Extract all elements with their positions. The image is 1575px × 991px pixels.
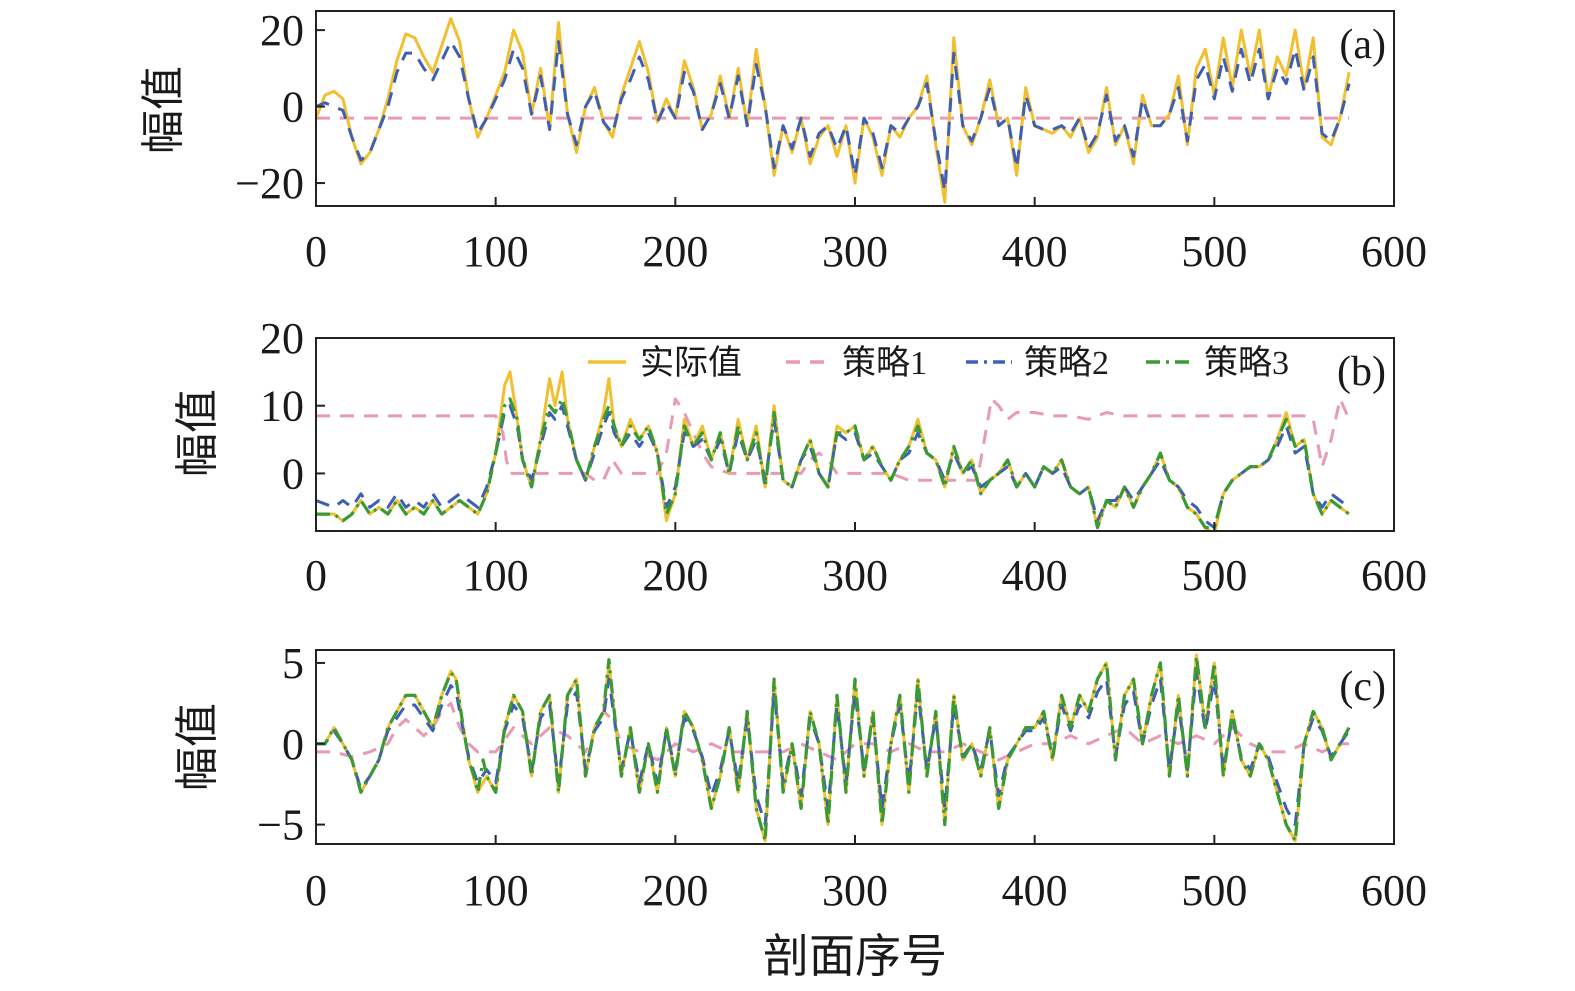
panel-c-y-axis-label: 幅值	[173, 703, 222, 791]
panel-a-xtick-label: 300	[822, 227, 888, 276]
legend-label-strategy-2: 策略2	[1024, 344, 1109, 382]
panel-c-xtick-label: 200	[642, 866, 708, 915]
panel-a-tag: (a)	[1339, 22, 1386, 68]
panel-a-y-axis-label: 幅值	[139, 66, 188, 154]
panel-a-xtick-label: 400	[1002, 227, 1068, 276]
panel-a-ytick-label: 20	[260, 6, 304, 55]
panel-c-ytick-label: 5	[282, 639, 304, 688]
panel-b-xtick-label: 400	[1002, 551, 1068, 600]
panel-b-tag: (b)	[1337, 349, 1386, 395]
panel-b-ytick-label: 10	[260, 382, 304, 431]
panel-b-y-axis-label: 幅值	[173, 389, 222, 477]
legend: 实际值 策略1 策略2 策略3	[588, 344, 1289, 382]
panel-c-ytick-label: −5	[257, 801, 304, 850]
panel-b-ytick-label: 0	[282, 449, 304, 498]
panel-b-xtick-label: 0	[305, 551, 327, 600]
panel-c-series-strategy-1	[316, 701, 1350, 762]
legend-label-strategy-3: 策略3	[1204, 344, 1289, 382]
panel-a-xtick-label: 200	[642, 227, 708, 276]
panel-b-ytick-label: 20	[260, 314, 304, 363]
panel-b-series-strategy-1	[316, 397, 1351, 482]
panel-c-xtick-label: 500	[1181, 866, 1247, 915]
panel-b-xtick-label: 100	[463, 551, 529, 600]
panel-c-ytick-label: 0	[282, 720, 304, 769]
panel-c-xtick-label: 600	[1361, 866, 1427, 915]
panel-b-xtick-label: 200	[642, 551, 708, 600]
panel-a-ytick-label: 0	[282, 83, 304, 132]
panel-c-tag: (c)	[1339, 664, 1386, 710]
x-axis-label: 剖面序号	[763, 931, 947, 982]
panel-c-xtick-label: 100	[463, 866, 529, 915]
panel-a-ytick-label: −20	[235, 159, 304, 208]
panel-a-xtick-label: 500	[1181, 227, 1247, 276]
panel-a-series-actual	[316, 17, 1351, 204]
panel-b-xtick-label: 600	[1361, 551, 1427, 600]
legend-label-actual: 实际值	[640, 344, 742, 382]
panel-a-xtick-label: 100	[463, 227, 529, 276]
panel-a-series-strategy-2	[316, 40, 1351, 193]
panel-a-xtick-label: 0	[305, 227, 327, 276]
panel-b-xtick-label: 500	[1181, 551, 1247, 600]
panel-b-series-strategy-3	[316, 397, 1351, 530]
panel-c-xtick-label: 0	[305, 866, 327, 915]
panel-c-series-strategy-3	[316, 654, 1351, 843]
panel-b-xtick-label: 300	[822, 551, 888, 600]
panel-a-xtick-label: 600	[1361, 227, 1427, 276]
legend-label-strategy-1: 策略1	[842, 344, 927, 382]
panel-c-xtick-label: 300	[822, 866, 888, 915]
panel-c-xtick-label: 400	[1002, 866, 1068, 915]
